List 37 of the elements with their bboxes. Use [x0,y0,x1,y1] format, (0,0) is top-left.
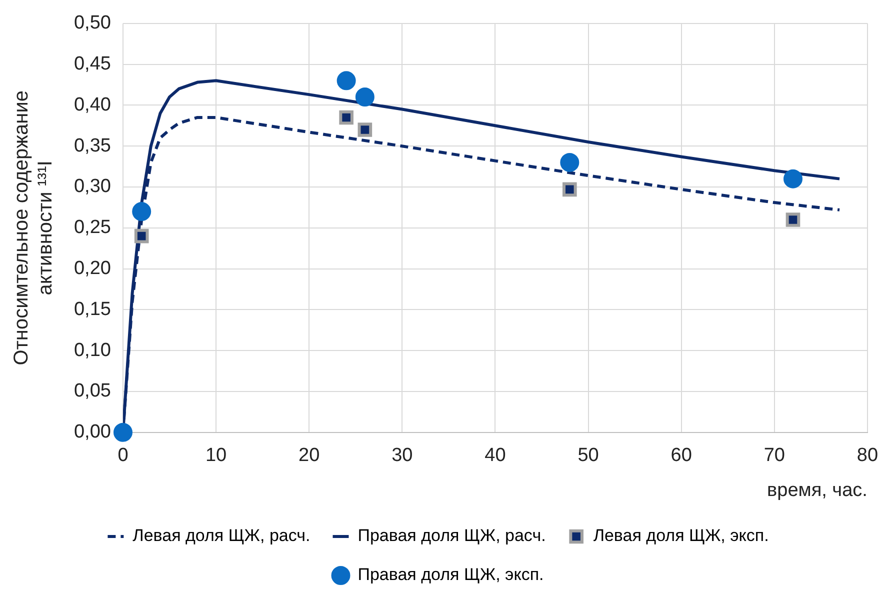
y-tick-label: 0,20 [74,258,111,280]
x-tick-label: 10 [205,445,227,466]
y-tick-label: 0,05 [74,380,111,402]
x-tick-label: 30 [392,445,413,466]
point [560,152,580,172]
x-tick-label: 0 [118,445,128,466]
y-tick-label: 0,10 [74,340,111,361]
point [786,212,800,227]
x-tick-label: 80 [856,445,878,466]
y-tick-label: 0,40 [74,94,111,116]
x-tick-label: 60 [670,445,692,466]
x-tick-label: 40 [484,445,506,466]
point [113,422,132,442]
point [134,228,149,244]
point [132,202,152,222]
x-tick-label: 20 [298,445,320,466]
point [783,169,802,188]
point [358,122,372,137]
point [336,71,356,90]
point [355,88,374,107]
x-axis-title: время, час. [767,480,868,501]
legend-label: Правая доля ЩЖ, расч. [358,526,546,546]
y-tick-label: 0,15 [74,298,111,320]
legend-label: Правая доля ЩЖ, эксп. [358,565,544,584]
y-axis-title: Относимтельное содержание активности ¹³¹I [10,90,57,366]
x-tick-label: 70 [764,445,785,466]
y-tick-label: 0,50 [74,12,111,34]
point [562,182,577,197]
legend-label: Левая доля ЩЖ, расч. [132,526,310,546]
y-tick-label: 0,30 [74,176,111,198]
legend-label: Левая доля ЩЖ, эксп. [593,526,769,546]
point [339,110,354,125]
y-tick-label: 0,35 [74,135,111,156]
y-tick-label: 0,45 [74,54,111,75]
x-tick-label: 50 [578,445,599,466]
y-tick-label: 0,25 [74,217,111,238]
y-tick-label: 0,00 [74,422,111,443]
